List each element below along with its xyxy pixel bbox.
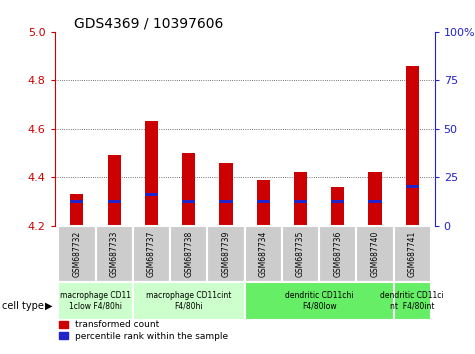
Bar [108,200,121,203]
Text: GSM687739: GSM687739 [221,230,230,277]
Bar [182,153,195,225]
Text: GSM687736: GSM687736 [333,230,342,277]
Text: cell type: cell type [2,301,44,311]
Text: GSM687735: GSM687735 [296,230,305,277]
Bar [256,200,270,203]
Text: dendritic CD11chi
F4/80low: dendritic CD11chi F4/80low [285,291,353,311]
Bar [145,193,158,195]
Bar [108,155,121,225]
Bar [70,194,84,225]
Text: ▶: ▶ [45,301,53,311]
Text: macrophage CD11
1clow F4/80hi: macrophage CD11 1clow F4/80hi [60,291,131,311]
Bar [369,172,381,225]
Bar [245,225,282,281]
Bar [58,281,133,320]
Bar [208,225,245,281]
Bar [219,162,233,225]
Bar [394,281,431,320]
Text: dendritic CD11ci
nt  F4/80int: dendritic CD11ci nt F4/80int [380,291,444,311]
Bar [406,185,419,188]
Bar [219,200,233,203]
Text: GSM687741: GSM687741 [408,230,417,277]
Bar [95,225,133,281]
Bar [70,200,84,203]
Text: GSM687734: GSM687734 [259,230,268,277]
Bar [170,225,208,281]
Bar [133,225,170,281]
Bar [58,225,95,281]
Bar [182,200,195,203]
Text: GSM687738: GSM687738 [184,230,193,277]
Bar [282,225,319,281]
Bar [294,172,307,225]
Text: GSM687733: GSM687733 [110,230,119,277]
Bar [245,281,394,320]
Text: GSM687732: GSM687732 [73,230,82,277]
Bar [331,200,344,203]
Bar [145,121,158,225]
Bar [356,225,394,281]
Bar [294,200,307,203]
Text: GDS4369 / 10397606: GDS4369 / 10397606 [74,17,223,31]
Bar [331,187,344,225]
Text: macrophage CD11cint
F4/80hi: macrophage CD11cint F4/80hi [146,291,231,311]
Text: GSM687740: GSM687740 [370,230,380,277]
Text: GSM687737: GSM687737 [147,230,156,277]
Bar [256,179,270,225]
Bar [319,225,356,281]
Bar [406,66,419,225]
Bar [394,225,431,281]
Legend: transformed count, percentile rank within the sample: transformed count, percentile rank withi… [59,320,228,341]
Bar [369,200,381,203]
Bar [133,281,245,320]
